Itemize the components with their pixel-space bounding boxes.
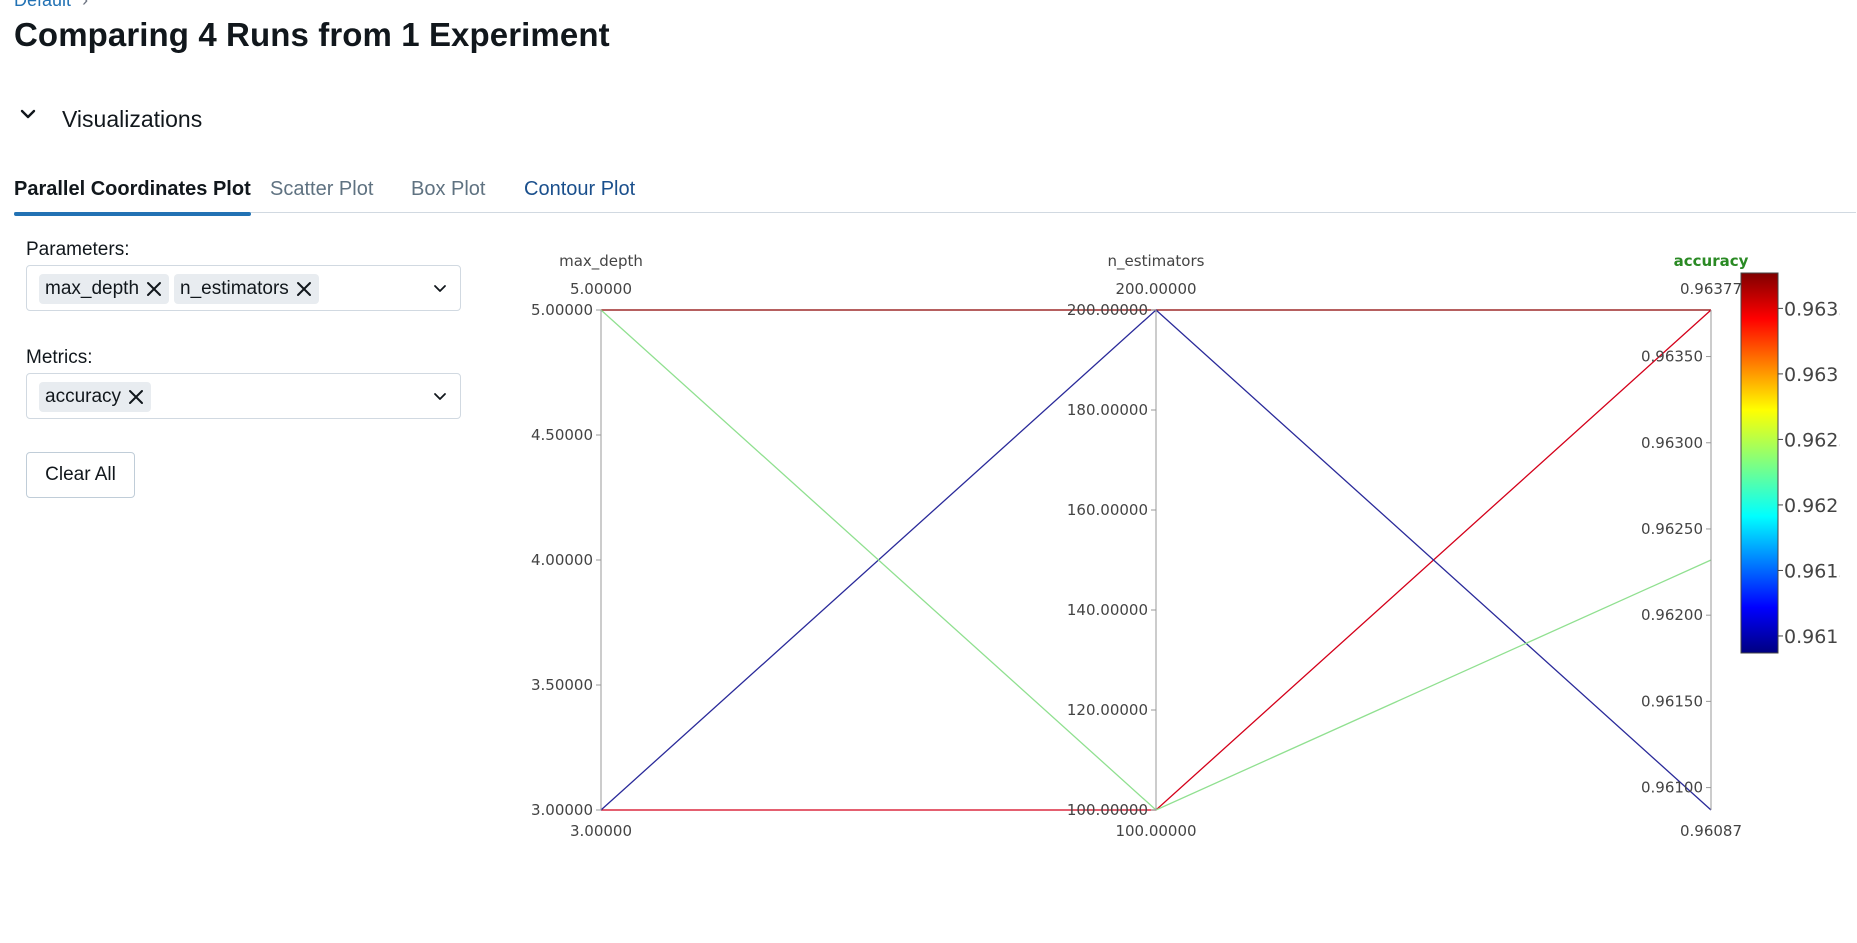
remove-chip-icon[interactable] bbox=[145, 280, 163, 298]
parameter-chip: n_estimators bbox=[174, 274, 319, 304]
axis-tick-label: 100.00000 bbox=[1067, 801, 1148, 819]
tab-scatter-plot[interactable]: Scatter Plot bbox=[270, 178, 374, 200]
axis-tick-label: 0.96250 bbox=[1641, 520, 1703, 538]
tab-parallel-coordinates-plot[interactable]: Parallel Coordinates Plot bbox=[14, 178, 251, 216]
axis-tick-label: 0.96100 bbox=[1641, 779, 1703, 797]
visualizations-toggle[interactable] bbox=[18, 104, 38, 129]
axis-tick-label: 0.96200 bbox=[1641, 606, 1703, 624]
axis-tick-label: 0.96350 bbox=[1641, 348, 1703, 366]
axis-tick-label: 0.96300 bbox=[1641, 434, 1703, 452]
parameter-chip: max_depth bbox=[39, 274, 170, 304]
axis-title: max_depth bbox=[559, 252, 643, 271]
clear-all-button[interactable]: Clear All bbox=[26, 452, 135, 498]
colorbar-tick-label: 0.961 bbox=[1784, 626, 1838, 648]
metric-chip-label: accuracy bbox=[45, 386, 122, 407]
axis-tick-label: 5.00000 bbox=[531, 301, 593, 319]
remove-chip-icon[interactable] bbox=[295, 280, 313, 298]
axis-max-label: 5.00000 bbox=[570, 280, 632, 298]
axis-tick-label: 200.00000 bbox=[1067, 301, 1148, 319]
axis-tick-label: 120.00000 bbox=[1067, 701, 1148, 719]
colorbar-tick-label: 0.9635 bbox=[1784, 298, 1840, 320]
breadcrumb[interactable]: Default › bbox=[14, 0, 88, 11]
breadcrumb-experiment-link[interactable]: Default bbox=[14, 0, 72, 10]
axis-max-label: 0.96377 bbox=[1680, 280, 1742, 298]
axis-title: n_estimators bbox=[1108, 252, 1205, 271]
remove-chip-icon[interactable] bbox=[127, 388, 145, 406]
chevron-down-icon[interactable] bbox=[432, 388, 448, 404]
axis-tick-label: 140.00000 bbox=[1067, 601, 1148, 619]
parameter-chip-label: n_estimators bbox=[180, 278, 289, 299]
tab-contour-plot[interactable]: Contour Plot bbox=[524, 178, 636, 200]
axis-tick-label: 180.00000 bbox=[1067, 401, 1148, 419]
axis-title: accuracy bbox=[1674, 252, 1749, 270]
axis-tick-label: 160.00000 bbox=[1067, 501, 1148, 519]
chevron-down-icon[interactable] bbox=[432, 280, 448, 296]
accuracy-colorbar bbox=[1740, 272, 1779, 654]
tab-box-plot[interactable]: Box Plot bbox=[411, 178, 486, 200]
axis-min-label: 3.00000 bbox=[570, 822, 632, 840]
page-title: Comparing 4 Runs from 1 Experiment bbox=[14, 16, 610, 53]
axis-min-label: 100.00000 bbox=[1115, 822, 1196, 840]
axis-tick-label: 3.50000 bbox=[531, 676, 593, 694]
axis-tick-label: 0.96150 bbox=[1641, 692, 1703, 710]
colorbar-tick-label: 0.9615 bbox=[1784, 560, 1840, 582]
parameters-label: Parameters: bbox=[26, 239, 130, 260]
axis-tick-label: 4.50000 bbox=[531, 426, 593, 444]
metric-chip: accuracy bbox=[39, 382, 152, 412]
axis-tick-label: 4.00000 bbox=[531, 551, 593, 569]
colorbar-tick-label: 0.9625 bbox=[1784, 429, 1840, 451]
visualizations-section-title: Visualizations bbox=[62, 106, 203, 132]
colorbar-tick-label: 0.962 bbox=[1784, 495, 1838, 517]
chevron-down-icon bbox=[18, 104, 38, 129]
parameters-select[interactable]: max_depth n_estimators bbox=[26, 265, 461, 311]
axis-min-label: 0.96087 bbox=[1680, 822, 1742, 840]
breadcrumb-separator: › bbox=[82, 0, 89, 10]
metrics-select[interactable]: accuracy bbox=[26, 373, 461, 419]
metrics-label: Metrics: bbox=[26, 347, 93, 368]
parameter-chip-label: max_depth bbox=[45, 278, 140, 299]
visualization-tabs: Parallel Coordinates Plot Scatter Plot B… bbox=[14, 172, 1856, 216]
axis-max-label: 200.00000 bbox=[1115, 280, 1196, 298]
colorbar-tick-label: 0.963 bbox=[1784, 364, 1838, 386]
axis-tick-label: 3.00000 bbox=[531, 801, 593, 819]
parallel-coordinates-chart[interactable]: max_depth 5.00000 3.00000 5.00000 4.50000 4.0… bbox=[500, 240, 1840, 840]
